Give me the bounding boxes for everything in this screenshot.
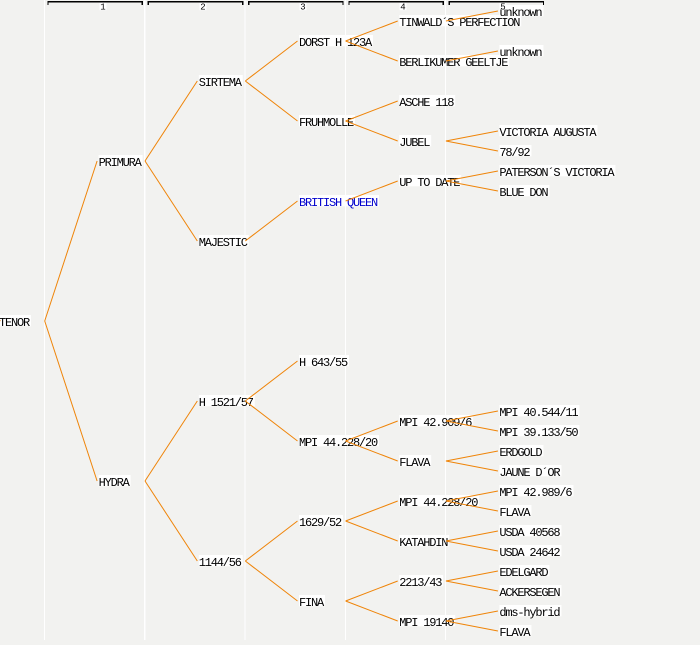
svg-text:JUBEL: JUBEL bbox=[399, 136, 430, 150]
svg-text:FLAVA: FLAVA bbox=[499, 626, 531, 640]
svg-text:3: 3 bbox=[300, 2, 305, 12]
svg-text:1144/56: 1144/56 bbox=[199, 556, 242, 570]
svg-text:DORST H 123A: DORST H 123A bbox=[299, 36, 373, 50]
svg-text:MPI 42.989/6: MPI 42.989/6 bbox=[499, 486, 572, 500]
svg-text:unknown: unknown bbox=[499, 46, 542, 60]
svg-text:BLUE DON: BLUE DON bbox=[499, 186, 548, 200]
svg-text:78/92: 78/92 bbox=[499, 146, 530, 160]
svg-text:KATAHDIN: KATAHDIN bbox=[399, 536, 448, 550]
svg-text:JAUNE D´OR: JAUNE D´OR bbox=[499, 466, 560, 480]
svg-text:H 1521/57: H 1521/57 bbox=[199, 396, 254, 410]
svg-text:USDA 40568: USDA 40568 bbox=[499, 526, 560, 540]
svg-text:4: 4 bbox=[400, 2, 405, 12]
svg-text:MPI 44.228/20: MPI 44.228/20 bbox=[399, 496, 478, 510]
svg-text:5: 5 bbox=[500, 2, 505, 12]
svg-text:TINWALD´S PERFECTION: TINWALD´S PERFECTION bbox=[399, 16, 520, 30]
svg-text:VICTORIA AUGUSTA: VICTORIA AUGUSTA bbox=[499, 126, 597, 140]
svg-text:FINA: FINA bbox=[299, 596, 325, 610]
svg-text:H 643/55: H 643/55 bbox=[299, 356, 348, 370]
svg-text:MAJESTIC: MAJESTIC bbox=[199, 236, 248, 250]
svg-text:FLAVA: FLAVA bbox=[499, 506, 531, 520]
svg-text:1629/52: 1629/52 bbox=[299, 516, 342, 530]
svg-text:unknown: unknown bbox=[499, 6, 542, 20]
svg-text:USDA 24642: USDA 24642 bbox=[499, 546, 560, 560]
svg-text:FRUHMOLLE: FRUHMOLLE bbox=[299, 116, 354, 130]
svg-text:FLAVA: FLAVA bbox=[399, 456, 431, 470]
svg-text:MPI 44.228/20: MPI 44.228/20 bbox=[299, 436, 378, 450]
svg-text:TENOR: TENOR bbox=[0, 316, 30, 330]
svg-text:PRIMURA: PRIMURA bbox=[99, 156, 143, 170]
svg-text:ASCHE 118: ASCHE 118 bbox=[399, 96, 454, 110]
svg-text:PATERSON´S VICTORIA: PATERSON´S VICTORIA bbox=[499, 166, 615, 180]
svg-text:UP TO DATE: UP TO DATE bbox=[399, 176, 460, 190]
svg-text:HYDRA: HYDRA bbox=[99, 476, 131, 490]
svg-text:SIRTEMA: SIRTEMA bbox=[199, 76, 243, 90]
svg-text:BRITISH QUEEN: BRITISH QUEEN bbox=[299, 196, 378, 210]
svg-text:MPI 40.544/11: MPI 40.544/11 bbox=[499, 406, 578, 420]
svg-text:ERDGOLD: ERDGOLD bbox=[499, 446, 542, 460]
svg-text:2: 2 bbox=[200, 2, 205, 12]
svg-text:dms-hybrid: dms-hybrid bbox=[499, 606, 560, 620]
svg-text:ACKERSEGEN: ACKERSEGEN bbox=[499, 586, 560, 600]
svg-text:1: 1 bbox=[100, 2, 105, 12]
svg-text:MPI 19140: MPI 19140 bbox=[399, 616, 454, 630]
svg-text:MPI 39.133/50: MPI 39.133/50 bbox=[499, 426, 578, 440]
svg-text:BERLIKUMER GEELTJE: BERLIKUMER GEELTJE bbox=[399, 56, 508, 70]
svg-text:EDELGARD: EDELGARD bbox=[499, 566, 548, 580]
svg-text:2213/43: 2213/43 bbox=[399, 576, 442, 590]
